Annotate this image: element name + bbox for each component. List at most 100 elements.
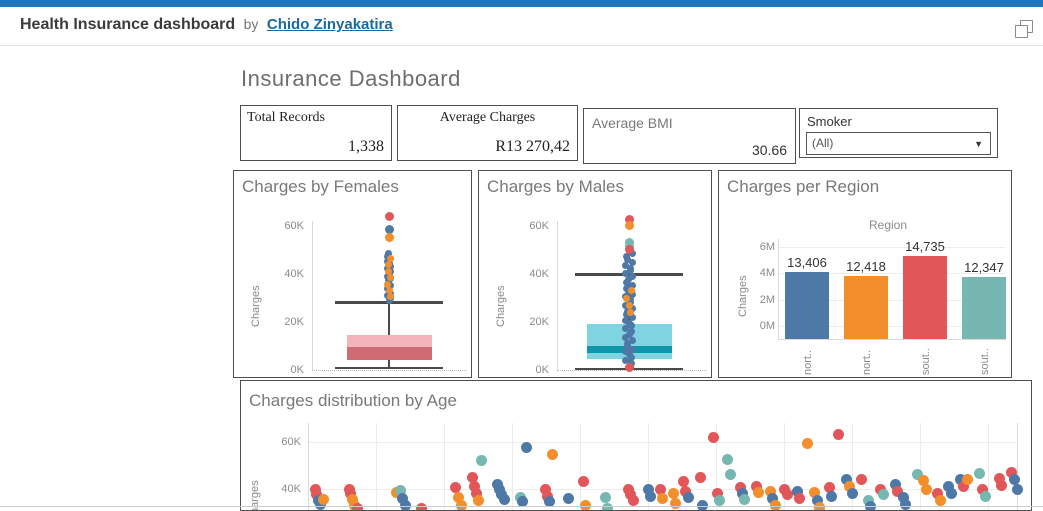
scatter-point[interactable] — [954, 474, 966, 486]
scatter-point[interactable] — [878, 489, 890, 501]
scatter-point[interactable] — [823, 482, 835, 494]
outlier-dot[interactable] — [627, 328, 635, 336]
scatter-point[interactable] — [753, 487, 765, 499]
scatter-point[interactable] — [469, 481, 481, 493]
scatter-point[interactable] — [889, 478, 901, 490]
outlier-dot[interactable] — [622, 316, 630, 324]
scatter-point[interactable] — [399, 499, 411, 510]
scatter-point[interactable] — [825, 490, 837, 502]
scatter-point[interactable] — [493, 483, 505, 495]
scatter-point[interactable] — [898, 491, 910, 503]
scatter-point[interactable] — [980, 490, 992, 502]
outlier-dot[interactable] — [384, 212, 394, 222]
scatter-point[interactable] — [739, 494, 751, 506]
scatter-point[interactable] — [644, 490, 656, 502]
scatter-point[interactable] — [793, 492, 805, 504]
scatter-point[interactable] — [864, 501, 876, 510]
scatter-point[interactable] — [682, 491, 694, 503]
scatter-point[interactable] — [577, 476, 589, 488]
scatter-point[interactable] — [714, 495, 726, 507]
scatter-point[interactable] — [712, 488, 724, 500]
outlier-dot[interactable] — [387, 254, 395, 262]
outlier-dot[interactable] — [384, 232, 394, 242]
scatter-point[interactable] — [722, 454, 734, 466]
outlier-dot[interactable] — [629, 313, 637, 321]
outlier-dot[interactable] — [384, 267, 392, 275]
scatter-point[interactable] — [625, 489, 637, 501]
outlier-dot[interactable] — [625, 276, 633, 284]
region-bar[interactable] — [962, 277, 1006, 339]
outlier-dot[interactable] — [383, 280, 391, 288]
scatter-point[interactable] — [942, 481, 954, 493]
scatter-point[interactable] — [602, 503, 614, 510]
scatter-point[interactable] — [498, 494, 510, 506]
scatter-point[interactable] — [900, 498, 912, 510]
scatter-point[interactable] — [708, 431, 720, 443]
outlier-dot[interactable] — [626, 264, 634, 272]
outlier-dot[interactable] — [629, 336, 637, 344]
outlier-dot[interactable] — [629, 281, 637, 289]
outlier-dot[interactable] — [622, 294, 630, 302]
scatter-point[interactable] — [540, 483, 551, 495]
scatter-point[interactable] — [352, 503, 364, 510]
outlier-dot[interactable] — [621, 348, 629, 356]
scatter-point[interactable] — [973, 468, 985, 480]
scatter-point[interactable] — [657, 492, 668, 504]
scatter-point[interactable] — [841, 474, 853, 486]
scatter-point[interactable] — [769, 499, 781, 510]
box-segment[interactable] — [346, 347, 432, 361]
scatter-point[interactable] — [394, 484, 406, 496]
outlier-dot[interactable] — [623, 252, 631, 260]
scatter-point[interactable] — [627, 495, 639, 507]
scatter-point[interactable] — [600, 491, 612, 503]
outlier-dot[interactable] — [621, 325, 629, 333]
outlier-dot[interactable] — [624, 220, 634, 230]
scatter-point[interactable] — [995, 479, 1007, 491]
scatter-point[interactable] — [476, 455, 488, 467]
scatter-point[interactable] — [802, 437, 814, 449]
region-bar[interactable] — [903, 256, 947, 339]
scatter-point[interactable] — [563, 492, 575, 504]
scatter-point[interactable] — [847, 488, 858, 500]
region-bar[interactable] — [785, 271, 829, 339]
scatter-point[interactable] — [472, 495, 484, 507]
scatter-point[interactable] — [832, 429, 844, 441]
scatter-point[interactable] — [1011, 483, 1023, 495]
scatter-point[interactable] — [781, 489, 793, 501]
outlier-dot[interactable] — [624, 244, 634, 254]
outlier-dot[interactable] — [622, 284, 630, 292]
scatter-point[interactable] — [667, 488, 679, 500]
outlier-dot[interactable] — [626, 351, 634, 359]
scatter-point[interactable] — [520, 442, 532, 454]
outlier-dot[interactable] — [629, 305, 637, 313]
outlier-dot[interactable] — [621, 357, 629, 365]
scatter-point[interactable] — [466, 471, 478, 483]
scatter-point[interactable] — [642, 483, 654, 495]
scatter-point[interactable] — [580, 499, 592, 510]
scatter-point[interactable] — [452, 491, 464, 503]
scatter-point[interactable] — [862, 495, 874, 507]
author-link[interactable]: Chido Zinyakatira — [266, 16, 393, 33]
scatter-point[interactable] — [737, 488, 749, 500]
scatter-point[interactable] — [957, 481, 969, 493]
outlier-dot[interactable] — [626, 301, 634, 309]
outlier-dot[interactable] — [629, 345, 637, 353]
scatter-point[interactable] — [734, 482, 746, 494]
scatter-point[interactable] — [309, 483, 321, 495]
scatter-point[interactable] — [766, 492, 778, 504]
outlier-dot[interactable] — [628, 290, 636, 298]
scatter-point[interactable] — [542, 490, 554, 502]
outlier-dot[interactable] — [624, 363, 634, 373]
outlier-dot[interactable] — [629, 258, 637, 266]
outlier-dot[interactable] — [384, 261, 392, 269]
scatter-point[interactable] — [934, 495, 946, 507]
scatter-point[interactable] — [855, 474, 867, 486]
scatter-point[interactable] — [725, 469, 737, 481]
scatter-point[interactable] — [932, 488, 944, 500]
scatter-point[interactable] — [449, 482, 461, 494]
outlier-dot[interactable] — [621, 261, 629, 269]
scatter-point[interactable] — [396, 492, 408, 504]
scatter-point[interactable] — [654, 483, 666, 495]
scatter-point[interactable] — [680, 485, 692, 497]
scatter-point[interactable] — [455, 499, 467, 510]
